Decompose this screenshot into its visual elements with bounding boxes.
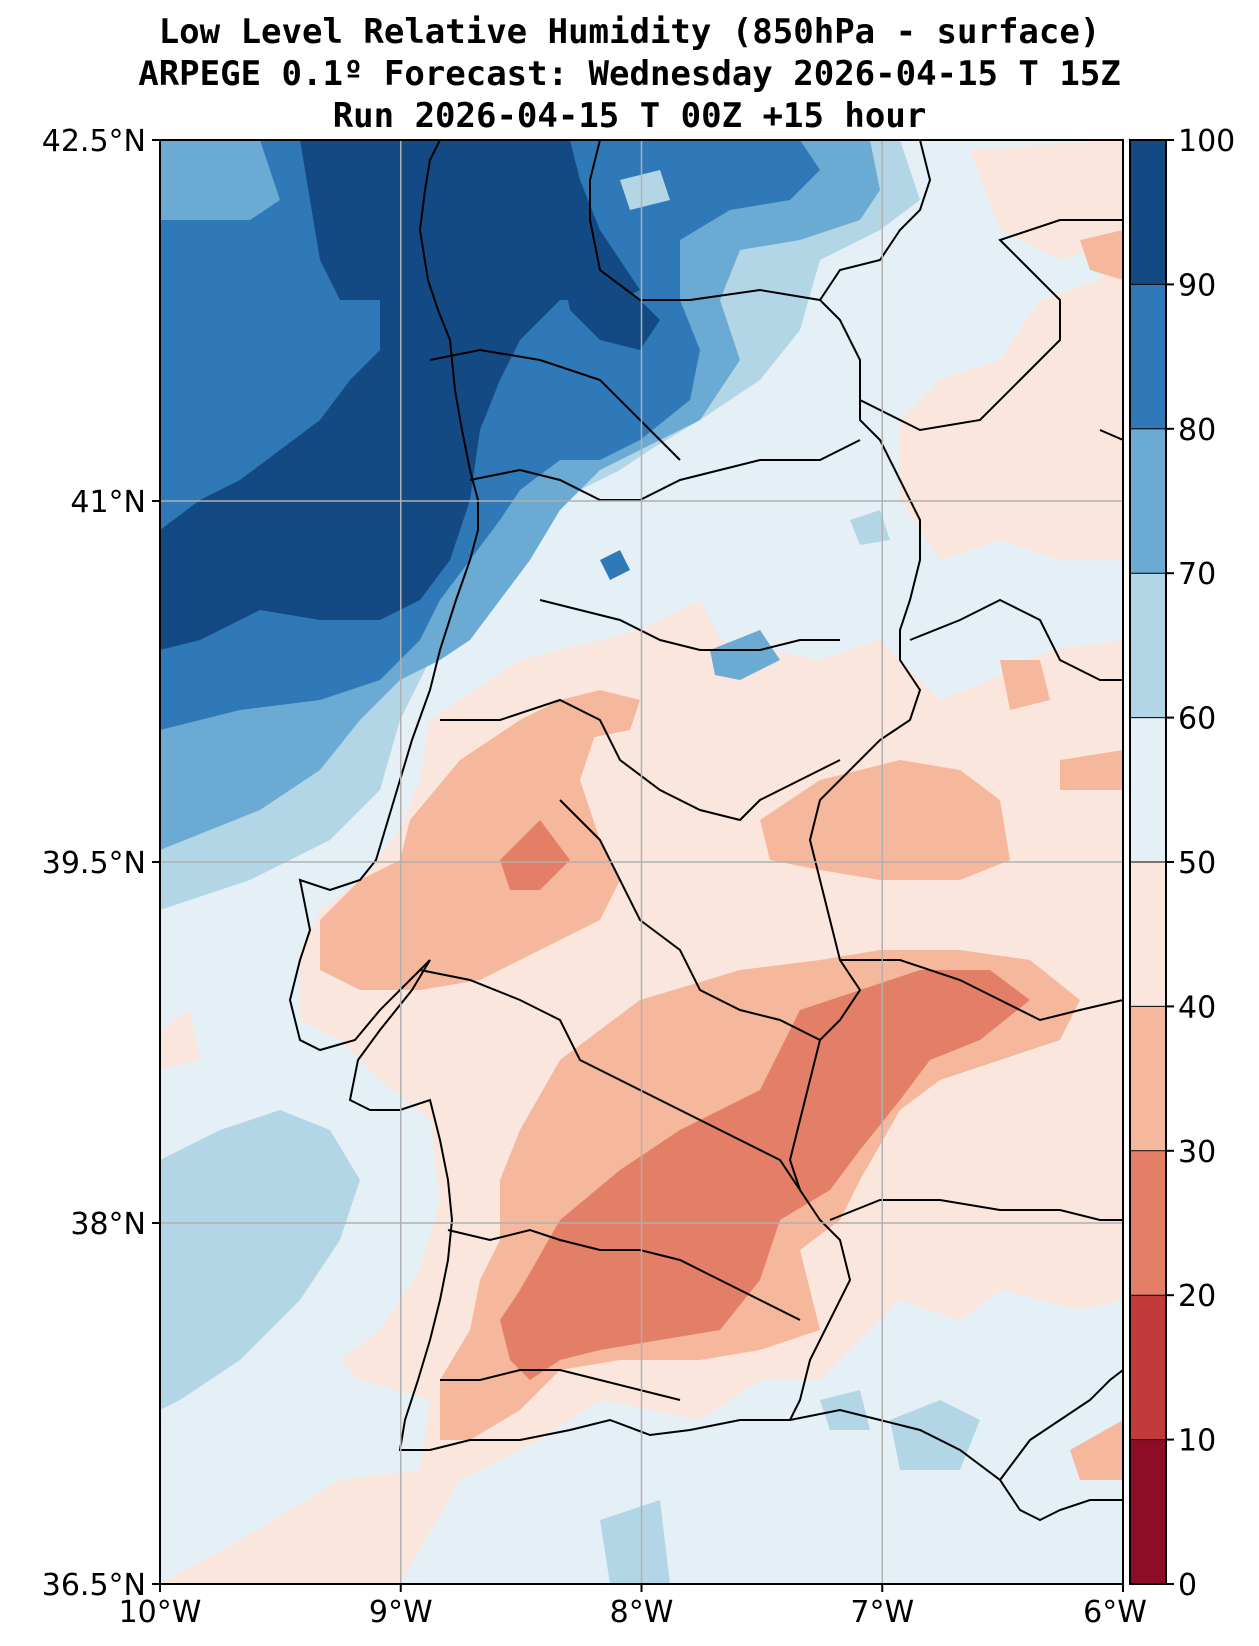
rh-band-60-70: [850, 510, 890, 545]
colorbar-label: 10: [1178, 1424, 1216, 1459]
rh-band-20-30: [500, 820, 570, 890]
axis-ticks: [152, 139, 1124, 1592]
rh-band-90-100: [560, 260, 660, 350]
district-border: [440, 698, 841, 822]
boundaries: [288, 140, 1123, 1522]
colorbar-label: 0: [1178, 1568, 1197, 1603]
lon-label: 10°W: [119, 1595, 202, 1630]
colorbar-segment: [1130, 717, 1166, 863]
rh-band-80-90: [600, 550, 630, 580]
district-border: [419, 969, 801, 1191]
colorbar-segment: [1130, 284, 1166, 430]
title-line-2: ARPEGE 0.1º Forecast: Wednesday 2026-04-…: [138, 54, 1121, 94]
rh-band-30-40: [1000, 660, 1050, 710]
rh-band-40-50: [160, 1470, 460, 1584]
lon-label: 7°W: [850, 1595, 914, 1630]
colorbar-segment: [1130, 862, 1166, 1007]
portugal-spain-border: [788, 299, 922, 1421]
spain-region-border: [909, 598, 1123, 681]
district-border: [559, 799, 821, 1041]
colorbar-segment: [1130, 1006, 1166, 1152]
rh-band-30-40: [760, 760, 1010, 880]
rh-band-30-40: [1060, 750, 1123, 790]
colorbar-segment: [1130, 1439, 1166, 1585]
colorbar-label: 100: [1178, 124, 1235, 159]
rh-band-40-50: [900, 250, 1123, 560]
colorbar-segment: [1130, 1150, 1166, 1296]
lat-label: 39.5°N: [42, 846, 146, 881]
colorbar-segment: [1130, 1295, 1166, 1441]
rh-band-60-70: [890, 1400, 980, 1470]
rh-band-70-80: [710, 630, 780, 680]
colorbar-label: 40: [1178, 990, 1216, 1025]
district-border: [539, 599, 840, 651]
title-line-1: Low Level Relative Humidity (850hPa - su…: [158, 12, 1101, 52]
colorbar-label: 30: [1178, 1135, 1216, 1170]
colorbar-segment: [1130, 573, 1166, 719]
district-border: [429, 348, 681, 461]
latitude-labels: 42.5°N 41°N 39.5°N 38°N 36.5°N: [42, 124, 146, 1603]
coastline: [288, 140, 1123, 1522]
spain-region-border: [999, 1369, 1123, 1481]
colorbar-label: 60: [1178, 702, 1216, 737]
rh-band-60-70: [820, 1390, 870, 1430]
rh-band-40-50: [160, 1010, 200, 1070]
portugal-spain-border: [589, 140, 932, 302]
colorbar-label: 90: [1178, 268, 1216, 303]
lat-label: 41°N: [70, 485, 146, 520]
rh-band-70-80: [160, 140, 280, 220]
colorbar-label: 20: [1178, 1279, 1216, 1314]
humidity-field-wet: [160, 140, 980, 1584]
gridlines: [160, 140, 1123, 1584]
spain-region-border: [1099, 429, 1123, 441]
rh-band-30-40: [320, 700, 620, 990]
lon-label: 9°W: [369, 1595, 433, 1630]
rh-band-20-30: [500, 970, 1030, 1380]
colorbar-label: 70: [1178, 557, 1216, 592]
rh-band-30-40: [1080, 230, 1123, 280]
lat-label: 36.5°N: [42, 1568, 146, 1603]
colorbar-label: 80: [1178, 413, 1216, 448]
colorbar-segment: [1130, 428, 1166, 574]
rh-band-30-40: [1070, 1420, 1123, 1480]
spain-region-border: [840, 959, 1123, 1022]
district-border: [469, 439, 861, 501]
longitude-labels: 10°W 9°W 8°W 7°W 6°W: [119, 1595, 1147, 1630]
lon-label: 8°W: [610, 1595, 674, 1630]
rh-band-60-70: [160, 1110, 360, 1410]
lat-label: 38°N: [70, 1207, 146, 1242]
colorbar-label: 50: [1178, 846, 1216, 881]
district-border: [447, 1228, 801, 1321]
spain-region-border: [829, 1199, 1123, 1221]
rh-band-40-50: [970, 140, 1123, 260]
spain-region-border: [859, 219, 1123, 432]
district-border: [440, 1369, 681, 1401]
lon-label: 6°W: [1083, 1595, 1147, 1630]
rh-band-60-70: [600, 1500, 670, 1584]
rh-band-60-70: [620, 170, 670, 210]
colorbar-segment: [1130, 140, 1166, 285]
lat-label: 42.5°N: [42, 124, 146, 159]
title-line-3: Run 2026-04-15 T 00Z +15 hour: [332, 96, 927, 136]
rh-band-30-40: [560, 690, 640, 740]
